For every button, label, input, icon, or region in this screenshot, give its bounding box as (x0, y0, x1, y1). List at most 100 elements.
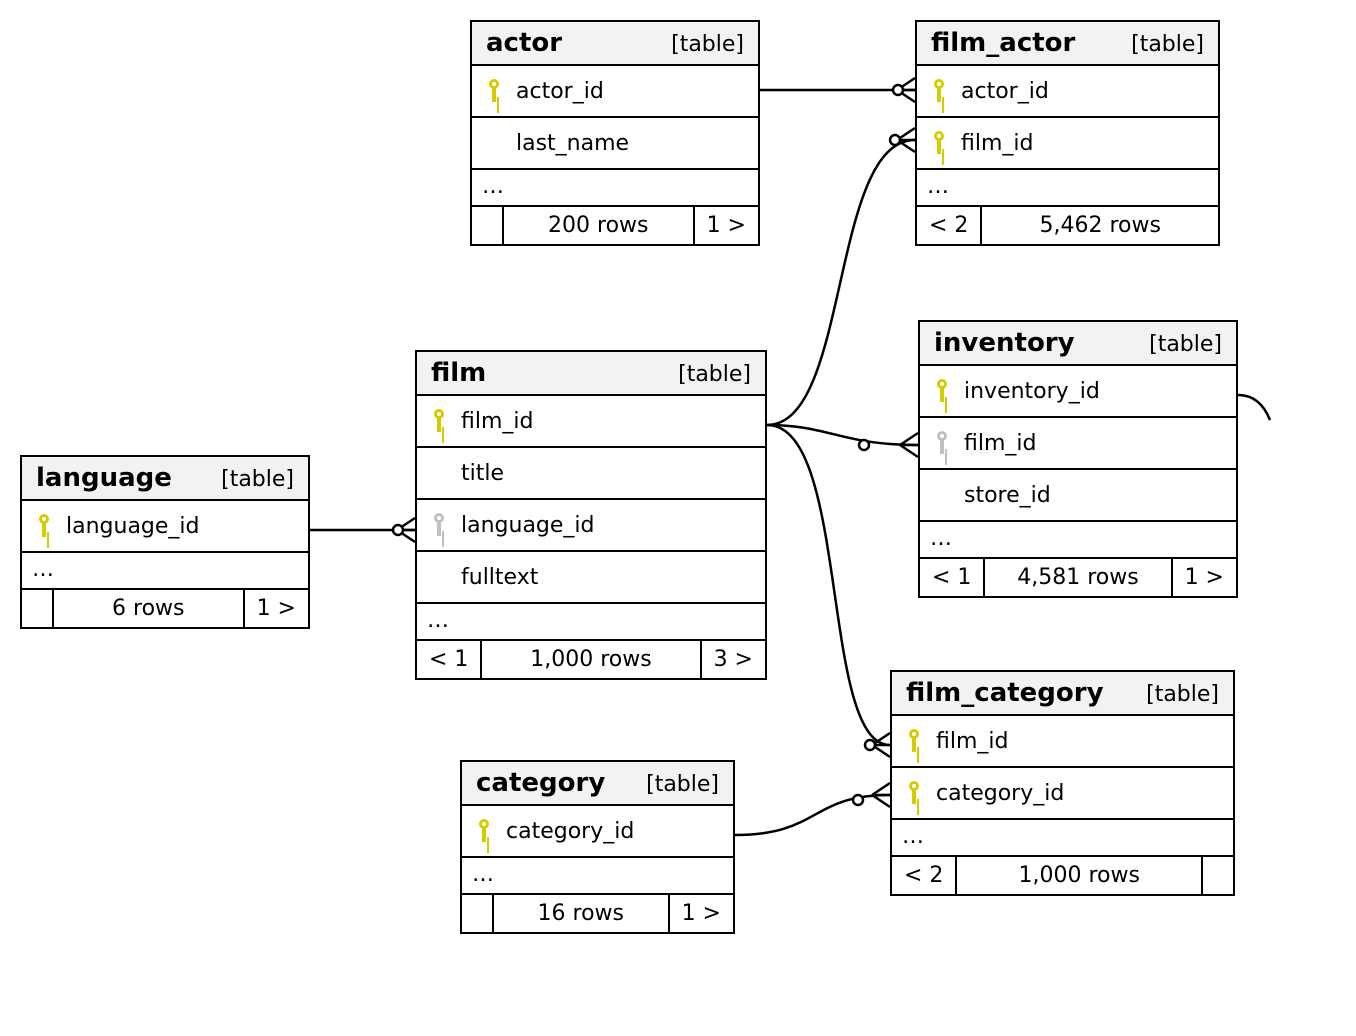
pk-key-icon (900, 781, 930, 805)
ellipsis-row: … (892, 820, 1233, 857)
column-row: category_id (462, 806, 733, 858)
table-type-label: [table] (1131, 32, 1204, 57)
table-header: category[table] (462, 762, 733, 806)
pk-key-icon (928, 379, 958, 403)
column-name: category_id (936, 781, 1064, 806)
table-name: film_category (906, 678, 1104, 708)
table-header: language [table] (22, 457, 308, 501)
column-name: actor_id (961, 79, 1049, 104)
column-name: inventory_id (964, 379, 1100, 404)
table-inventory: inventory[table] inventory_id film_idstore… (918, 320, 1238, 598)
edge-line (767, 425, 890, 745)
column-row: category_id (892, 768, 1233, 820)
table-name: actor (486, 28, 562, 58)
column-name: film_id (936, 729, 1008, 754)
crowfoot-prong (897, 78, 915, 90)
table-name: language (36, 463, 172, 493)
table-category: category[table]category_id…16 rows1 > (460, 760, 735, 934)
crowfoot-prong (897, 140, 915, 152)
footer-row-count: 1,000 rows (482, 641, 701, 678)
crowfoot-prong (872, 795, 890, 807)
footer-in-count: < 2 (917, 207, 982, 244)
crowfoot-prong (872, 783, 890, 795)
ellipsis-row: … (472, 170, 758, 207)
column-row: language_id (417, 500, 765, 552)
table-header: film_actor [table] (917, 22, 1218, 66)
footer-blank (22, 590, 54, 627)
edge-stub (1238, 395, 1270, 420)
table-name: film (431, 358, 486, 388)
column-row: inventory_id (920, 366, 1236, 418)
table-footer: < 14,581 rows1 > (920, 559, 1236, 596)
column-name: language_id (461, 513, 595, 538)
footer-out-count: 1 > (1173, 559, 1236, 596)
pk-key-icon (470, 819, 500, 843)
table-footer: < 25,462 rows (917, 207, 1218, 244)
table-actor: actor[table] actor_id last_name …200 rows1 … (470, 20, 760, 246)
table-type-label: [table] (1146, 682, 1219, 707)
pk-key-icon (425, 409, 455, 433)
footer-row-count: 5,462 rows (982, 207, 1218, 244)
column-name: title (461, 461, 504, 486)
pk-key-icon (925, 131, 955, 155)
table-name: film_actor (931, 28, 1075, 58)
table-type-label: [table] (678, 362, 751, 387)
fk-key-icon (928, 431, 958, 455)
table-type-label: [table] (646, 772, 719, 797)
table-header: inventory[table] (920, 322, 1236, 366)
crowfoot-prong (900, 445, 918, 457)
column-name: fulltext (461, 565, 538, 590)
footer-blank (462, 895, 494, 932)
column-row: film_id (917, 118, 1218, 170)
crowfoot-prong (872, 733, 890, 745)
cardinality-ring-icon (853, 795, 863, 805)
edge-line (767, 425, 918, 445)
table-header: film [table] (417, 352, 765, 396)
column-row: film_id (892, 716, 1233, 768)
ellipsis-row: … (917, 170, 1218, 207)
crowfoot-prong (397, 530, 415, 542)
table-type-label: [table] (221, 467, 294, 492)
table-film_actor: film_actor [table] actor_id film_id …< 25,46… (915, 20, 1220, 246)
ellipsis-row: … (417, 604, 765, 641)
pk-key-icon (30, 514, 60, 538)
column-row: title (417, 448, 765, 500)
table-film_category: film_category [table] film_id category_id …<… (890, 670, 1235, 896)
column-name: film_id (961, 131, 1033, 156)
footer-row-count: 16 rows (494, 895, 670, 932)
crowfoot-prong (397, 518, 415, 530)
column-name: film_id (964, 431, 1036, 456)
footer-in-count: < 1 (417, 641, 482, 678)
table-footer: 16 rows1 > (462, 895, 733, 932)
column-name: actor_id (516, 79, 604, 104)
column-row: store_id (920, 470, 1236, 522)
column-name: film_id (461, 409, 533, 434)
column-row: last_name (472, 118, 758, 170)
table-header: film_category [table] (892, 672, 1233, 716)
edge-line (735, 795, 890, 835)
footer-out-count: 1 > (245, 590, 308, 627)
crowfoot-prong (900, 433, 918, 445)
column-row: language_id (22, 501, 308, 553)
ellipsis-row: … (22, 553, 308, 590)
footer-row-count: 200 rows (504, 207, 695, 244)
footer-row-count: 6 rows (54, 590, 245, 627)
footer-row-count: 1,000 rows (957, 857, 1203, 894)
pk-key-icon (925, 79, 955, 103)
footer-in-count: < 1 (920, 559, 985, 596)
edge-line (767, 140, 915, 425)
column-name: last_name (516, 131, 629, 156)
column-name: category_id (506, 819, 634, 844)
footer-out-count: 1 > (670, 895, 733, 932)
er-diagram: actor[table]actor_idlast_name…200 rows1 … (0, 0, 1356, 1036)
column-name: store_id (964, 483, 1051, 508)
table-film: film [table] film_idtitle language_idfullte… (415, 350, 767, 680)
table-footer: 200 rows1 > (472, 207, 758, 244)
cardinality-ring-icon (393, 525, 403, 535)
footer-in-count: < 2 (892, 857, 957, 894)
fk-key-icon (425, 513, 455, 537)
column-row: fulltext (417, 552, 765, 604)
column-row: film_id (417, 396, 765, 448)
column-row: actor_id (917, 66, 1218, 118)
table-header: actor[table] (472, 22, 758, 66)
